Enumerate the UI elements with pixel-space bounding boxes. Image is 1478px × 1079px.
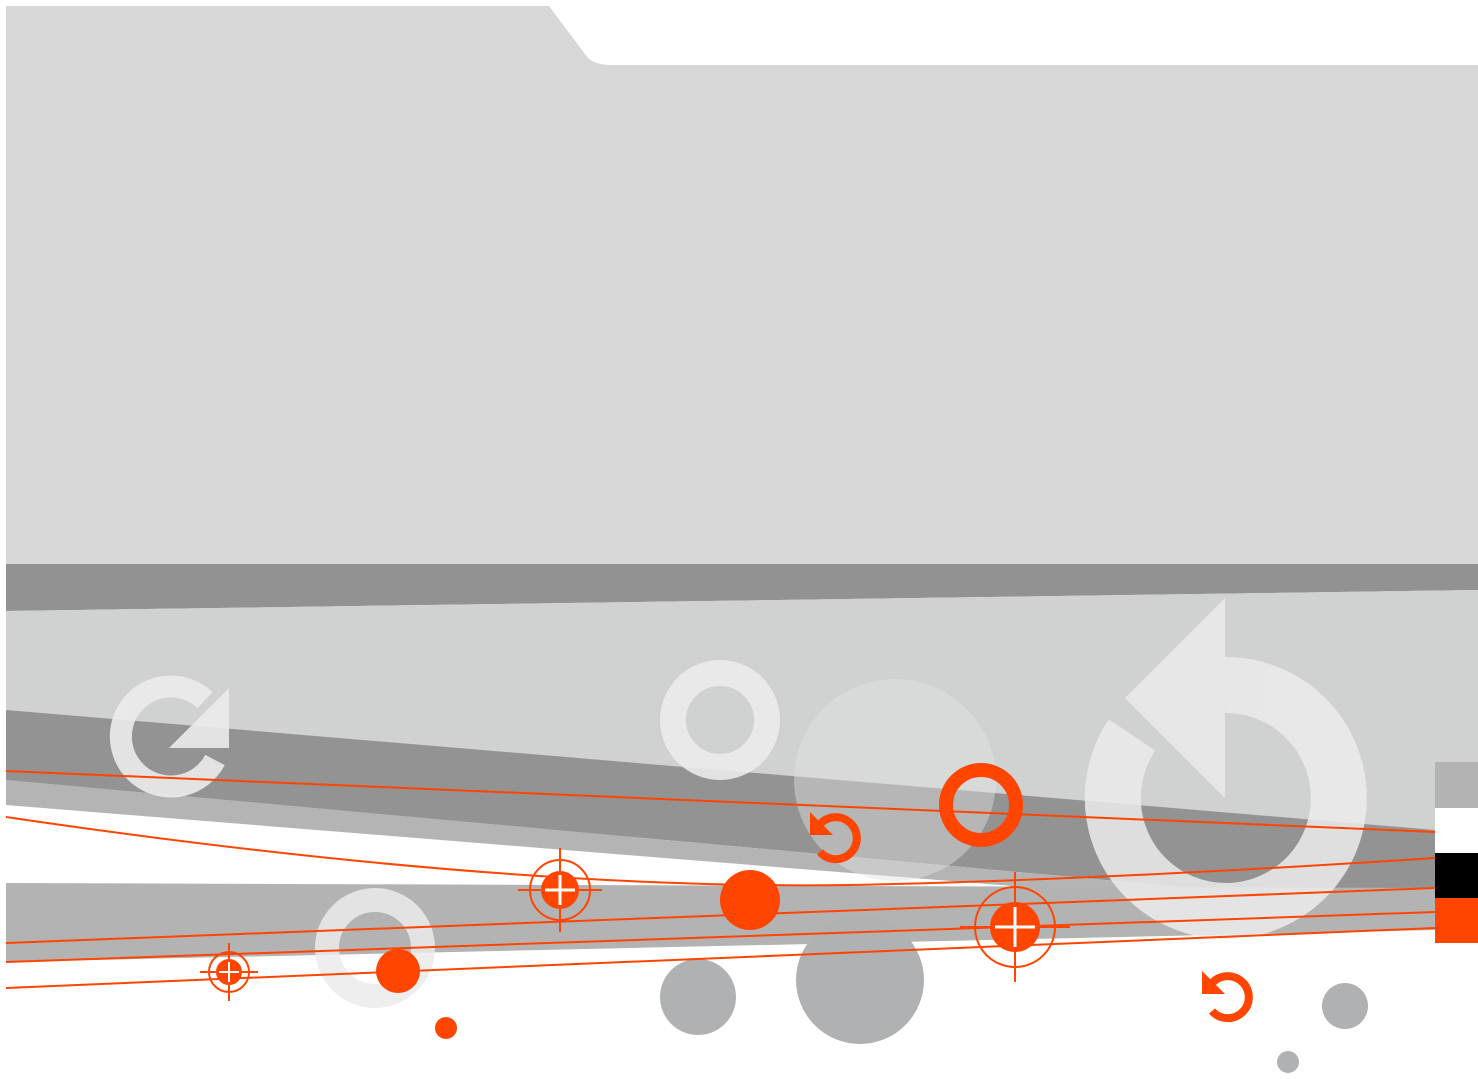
faint-circle [794, 679, 996, 881]
big-refresh-icon [1084, 598, 1367, 939]
small-refresh-icon [810, 812, 861, 864]
swatch-gray [1435, 762, 1478, 808]
orange-ring [939, 763, 1023, 847]
small-refresh-icon [1202, 971, 1253, 1023]
crosshair [960, 872, 1070, 982]
swatch-orange [1435, 898, 1478, 943]
orange-lines [5, 770, 1436, 989]
swatch-white [1435, 808, 1478, 853]
refresh-icon [109, 675, 229, 798]
folder-panel [6, 6, 1478, 566]
ring [660, 660, 780, 780]
swatch-black [1435, 853, 1478, 898]
dark-band [6, 564, 1478, 611]
crosshair [200, 943, 258, 1001]
orange-dots [376, 870, 780, 1039]
dark-diagonal [6, 710, 1435, 910]
mid-diagonal [6, 780, 1435, 920]
crosshair [518, 848, 602, 932]
gray-dots [660, 916, 1368, 1073]
